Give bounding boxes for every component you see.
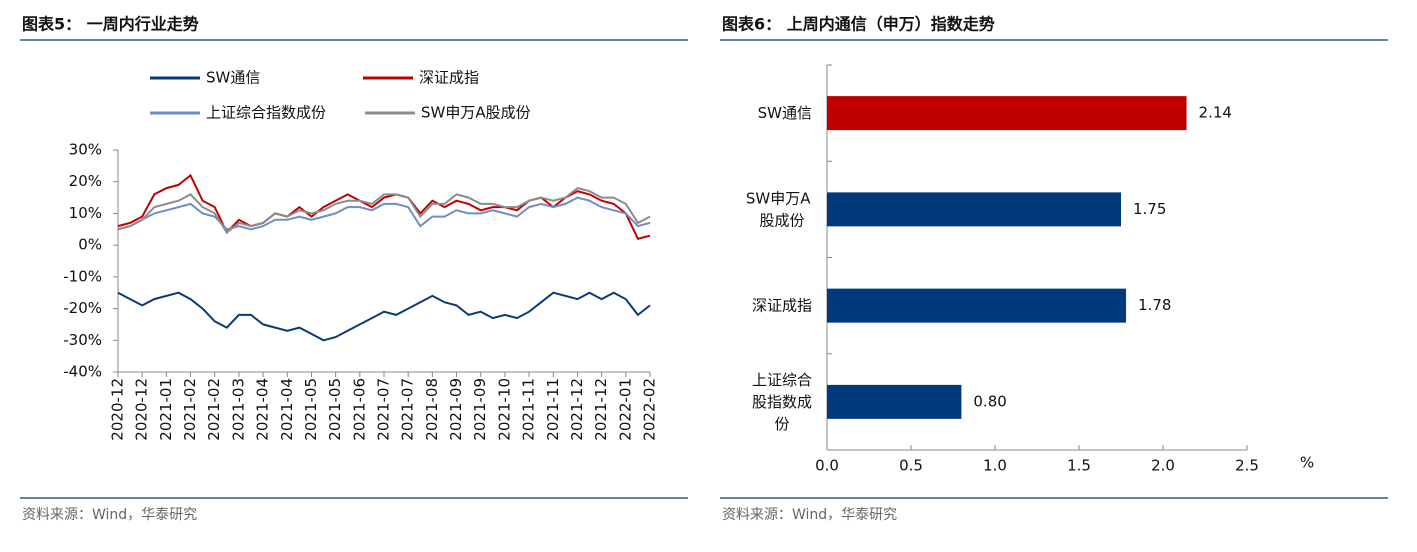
series-line: [117, 196, 651, 231]
y-tick-label: -20%: [63, 299, 102, 317]
x-tick-label: 2021-12: [568, 378, 586, 441]
x-tick-label: 2021-07: [375, 378, 393, 441]
x-tick-label: 2021-11: [520, 378, 538, 441]
y-tick-label: 10%: [69, 204, 102, 222]
chart-title: 图表5： 一周内行业走势: [22, 15, 199, 34]
x-tick-label: 2021-07: [399, 378, 417, 441]
bar: [827, 192, 1121, 227]
x-tick-label: 2021-05: [326, 378, 344, 441]
value-label: 0.80: [973, 392, 1006, 410]
legend-label: 上证综合指数成份: [206, 104, 326, 122]
y-tick-label: -40%: [63, 363, 102, 381]
x-tick-label: 2021-03: [229, 378, 247, 441]
x-tick-label: 2022-01: [616, 378, 634, 441]
x-tick-label: 2021-01: [157, 378, 175, 441]
value-label: 2.14: [1199, 104, 1232, 122]
legend-label: SW申万A股成份: [421, 104, 531, 122]
y-tick-label: -30%: [63, 331, 102, 349]
chart-title: 图表6： 上周内通信（申万）指数走势: [722, 15, 995, 34]
y-tick-label: -10%: [63, 267, 102, 285]
x-tick-label: 2021-08: [423, 378, 441, 441]
y-tick-label: 深证成指: [752, 296, 812, 314]
x-unit: %: [1300, 454, 1314, 472]
x-tick-label: 2020-12: [133, 378, 151, 441]
y-tick-label: 0%: [78, 236, 102, 254]
x-tick-label: 2021-04: [278, 378, 296, 441]
x-tick-label: 2021-02: [205, 378, 223, 441]
y-tick-label: SW申万A 股成份: [746, 189, 811, 229]
source: 资料来源：Wind，华泰研究: [22, 507, 197, 523]
y-tick-label: 30%: [69, 141, 102, 159]
bar: [827, 96, 1187, 131]
x-tick-label: 2021-12: [592, 378, 610, 441]
bar: [827, 384, 962, 419]
x-tick-label: 1.0: [983, 457, 1007, 475]
x-tick-label: 2022-02: [641, 378, 659, 441]
x-tick-label: 2021-02: [181, 378, 199, 441]
x-tick-label: 2021-06: [350, 378, 368, 441]
x-tick-label: 0.0: [815, 457, 839, 475]
x-tick-label: 2021-05: [302, 378, 320, 441]
series-line: [117, 173, 651, 240]
value-label: 1.75: [1133, 200, 1166, 218]
legend-label: SW通信: [206, 69, 260, 87]
x-tick-label: 2021-09: [447, 378, 465, 441]
series-line: [117, 187, 651, 234]
y-tick-label: SW通信: [758, 104, 812, 122]
x-tick-label: 2021-10: [495, 378, 513, 441]
y-tick-label: 20%: [69, 172, 102, 190]
series-line: [117, 291, 651, 342]
x-tick-label: 2021-09: [471, 378, 489, 441]
y-tick-label: 上证综合股指数成份: [752, 370, 812, 432]
legend-label: 深证成指: [419, 69, 479, 87]
x-tick-label: 2.0: [1151, 457, 1175, 475]
x-tick-label: 2021-04: [254, 378, 272, 441]
x-tick-label: 2020-12: [109, 378, 127, 441]
x-tick-label: 2.5: [1235, 457, 1259, 475]
x-tick-label: 2021-11: [544, 378, 562, 441]
x-tick-label: 0.5: [899, 457, 923, 475]
source: 资料来源：Wind，华泰研究: [722, 507, 897, 523]
x-tick-label: 1.5: [1067, 457, 1091, 475]
bar: [827, 288, 1127, 323]
value-label: 1.78: [1138, 296, 1171, 314]
